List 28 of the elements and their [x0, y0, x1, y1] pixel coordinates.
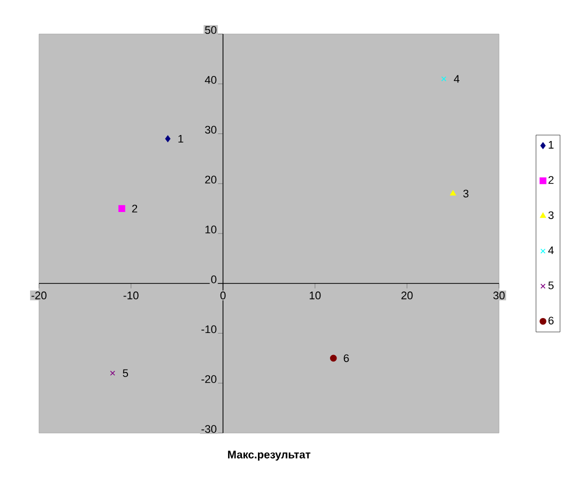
legend-label: 4 — [548, 246, 554, 254]
y-tick-label: 30 — [205, 126, 216, 134]
y-tick-label: 40 — [204, 76, 216, 84]
x-tick-label: 0 — [220, 292, 226, 300]
x-tick-label: 10 — [310, 292, 321, 300]
x-tick-label: -10 — [124, 292, 138, 300]
annotation: 2 — [132, 204, 138, 212]
annotation: 5 — [122, 369, 128, 377]
y-tick-label: 10 — [205, 226, 216, 234]
annotation: 6 — [344, 354, 349, 362]
y-tick-label: 20 — [205, 176, 216, 184]
y-tick-label: -30 — [201, 425, 216, 433]
annotation: 3 — [463, 190, 468, 198]
y-tick-label: -20 — [201, 375, 216, 384]
y-tick-label: 0 — [211, 276, 216, 284]
y-tick-label: -10 — [201, 325, 216, 334]
y-tick-label: 50 — [205, 26, 216, 34]
legend-label: 2 — [548, 176, 554, 184]
x-tick-label: -20 — [32, 292, 46, 300]
legend-label: 1 — [548, 141, 554, 149]
legend-label: 6 — [548, 316, 554, 324]
annotation: 1 — [178, 134, 184, 143]
annotation: 4 — [454, 75, 460, 83]
x-tick-label: 20 — [401, 292, 413, 300]
legend-label: 5 — [548, 282, 554, 290]
legend-label: 3 — [548, 211, 554, 220]
x-axis-title: Макс.результат — [228, 450, 310, 461]
x-tick-label: 30 — [493, 292, 505, 300]
